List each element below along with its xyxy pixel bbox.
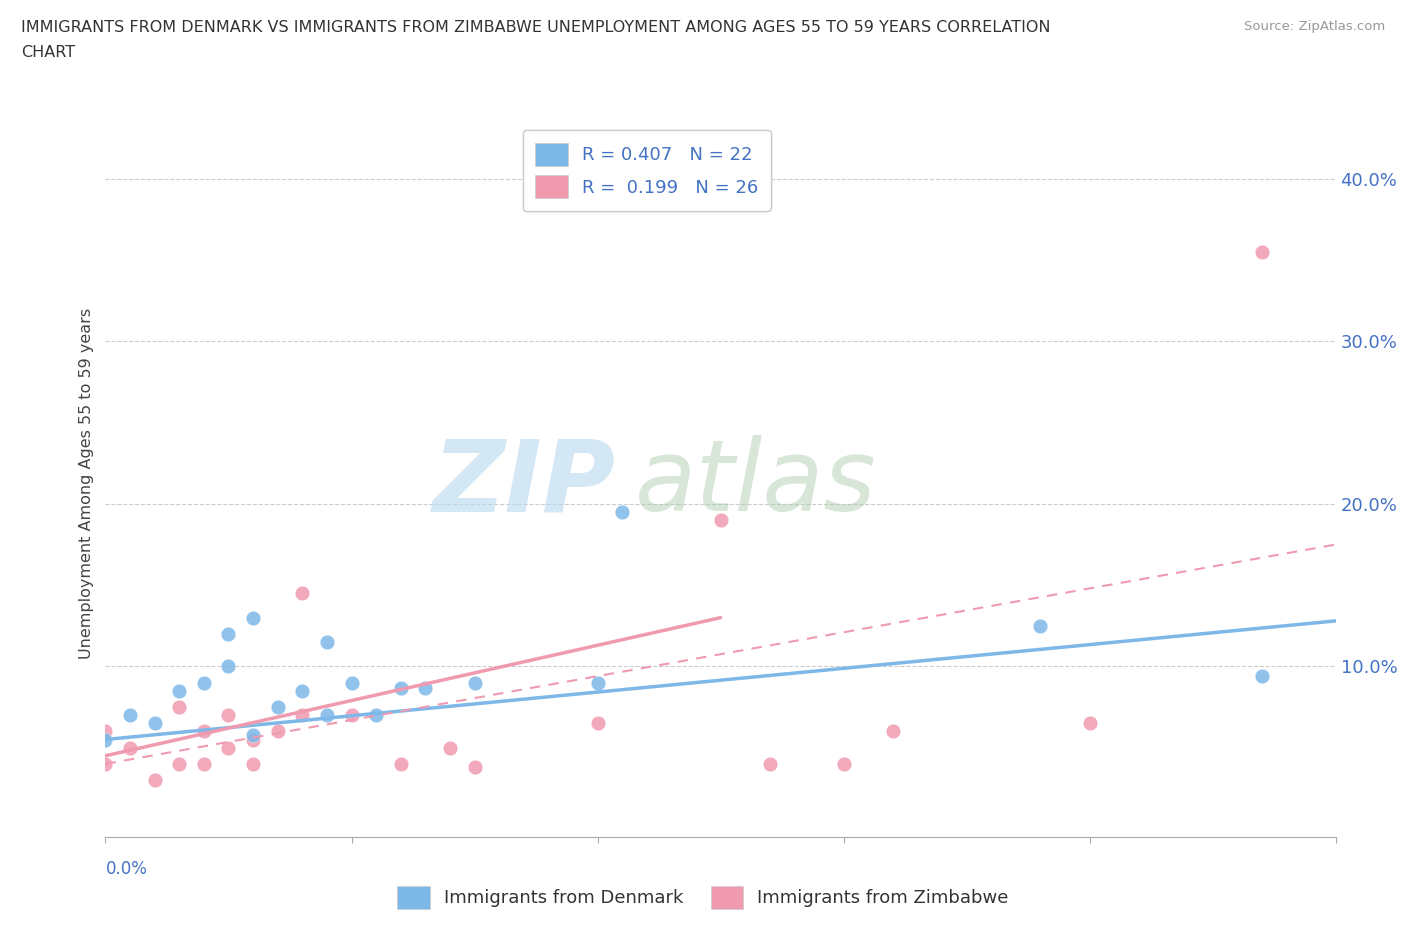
Point: [193, 675, 215, 690]
Point: [242, 732, 264, 747]
Point: [291, 586, 314, 601]
Text: Source: ZipAtlas.com: Source: ZipAtlas.com: [1244, 20, 1385, 33]
Point: [143, 716, 166, 731]
Y-axis label: Unemployment Among Ages 55 to 59 years: Unemployment Among Ages 55 to 59 years: [79, 308, 94, 659]
Point: [218, 627, 240, 642]
Point: [315, 708, 337, 723]
Point: [315, 634, 337, 649]
Point: [193, 756, 215, 771]
Text: IMMIGRANTS FROM DENMARK VS IMMIGRANTS FROM ZIMBABWE UNEMPLOYMENT AMONG AGES 55 T: IMMIGRANTS FROM DENMARK VS IMMIGRANTS FR…: [21, 20, 1050, 35]
Point: [464, 675, 486, 690]
Point: [94, 724, 117, 738]
Point: [267, 699, 290, 714]
Point: [612, 505, 634, 520]
Point: [120, 708, 141, 723]
Point: [759, 756, 782, 771]
Legend: R = 0.407   N = 22, R =  0.199   N = 26: R = 0.407 N = 22, R = 0.199 N = 26: [523, 130, 770, 211]
Point: [882, 724, 904, 738]
Point: [218, 708, 240, 723]
Point: [193, 724, 215, 738]
Point: [1078, 716, 1101, 731]
Point: [1251, 245, 1274, 259]
Point: [242, 610, 264, 625]
Point: [340, 708, 363, 723]
Point: [710, 512, 733, 527]
Point: [389, 756, 412, 771]
Point: [120, 740, 141, 755]
Point: [242, 727, 264, 742]
Point: [169, 756, 191, 771]
Point: [218, 659, 240, 674]
Point: [1029, 618, 1052, 633]
Text: atlas: atlas: [634, 435, 876, 532]
Point: [267, 724, 290, 738]
Point: [832, 756, 855, 771]
Legend: Immigrants from Denmark, Immigrants from Zimbabwe: Immigrants from Denmark, Immigrants from…: [389, 879, 1017, 916]
Point: [169, 699, 191, 714]
Point: [389, 680, 412, 695]
Point: [364, 708, 387, 723]
Text: 0.0%: 0.0%: [105, 859, 148, 878]
Point: [291, 684, 314, 698]
Point: [218, 740, 240, 755]
Point: [413, 680, 436, 695]
Point: [439, 740, 461, 755]
Point: [586, 716, 609, 731]
Point: [94, 756, 117, 771]
Point: [242, 756, 264, 771]
Point: [169, 684, 191, 698]
Point: [586, 675, 609, 690]
Point: [143, 773, 166, 788]
Point: [94, 732, 117, 747]
Point: [464, 760, 486, 775]
Text: ZIP: ZIP: [433, 435, 616, 532]
Point: [1251, 669, 1274, 684]
Point: [340, 675, 363, 690]
Point: [291, 708, 314, 723]
Text: CHART: CHART: [21, 45, 75, 60]
